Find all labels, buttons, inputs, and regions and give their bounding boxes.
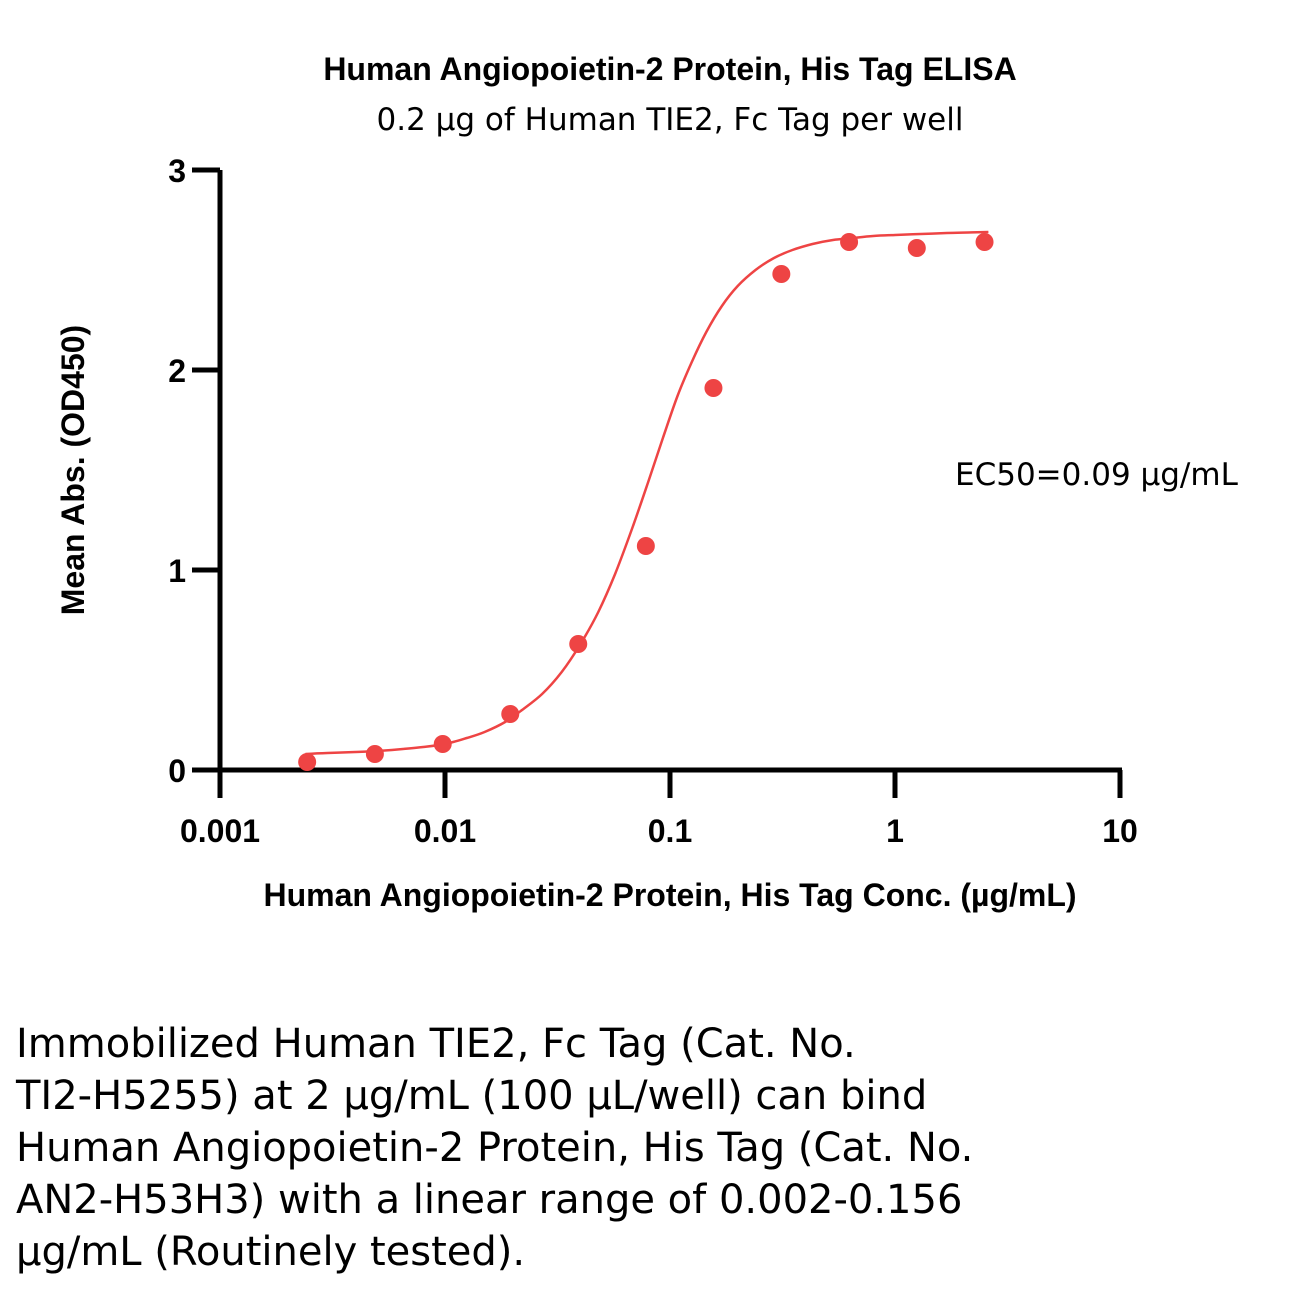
y-axis-label: Mean Abs. (OD450)	[55, 325, 91, 615]
x-tick-label: 0.001	[180, 813, 260, 849]
data-point	[975, 233, 994, 251]
data-points	[298, 233, 994, 771]
x-tick-label: 10	[1102, 813, 1138, 849]
y-tick-label: 2	[168, 353, 186, 389]
figure-caption: Immobilized Human TIE2, Fc Tag (Cat. No.…	[16, 1021, 974, 1275]
y-tick-label: 0	[168, 753, 186, 789]
data-point	[365, 745, 384, 763]
x-tick-label: 0.1	[648, 813, 692, 849]
data-point	[433, 735, 452, 753]
data-point	[501, 705, 520, 723]
y-tick-label: 1	[168, 553, 186, 589]
x-axis-ticks: 0.001 0.01 0.1 1 10	[180, 770, 1138, 849]
ec50-annotation: EC50=0.09 µg/mL	[955, 457, 1239, 493]
data-point	[907, 239, 926, 257]
x-tick-label: 0.01	[414, 813, 476, 849]
x-axis-label: Human Angiopoietin-2 Protein, His Tag Co…	[263, 877, 1076, 913]
y-tick-label: 3	[168, 153, 186, 189]
y-axis-ticks: 0 1 2 3	[168, 153, 220, 789]
chart-subtitle: 0.2 µg of Human TIE2, Fc Tag per well	[377, 102, 964, 138]
data-point	[636, 537, 655, 555]
data-point	[772, 265, 791, 283]
data-point	[840, 233, 859, 251]
chart-title: Human Angiopoietin-2 Protein, His Tag EL…	[323, 51, 1016, 87]
data-point	[569, 635, 588, 653]
fit-curve	[305, 230, 989, 756]
x-tick-label: 1	[886, 813, 904, 849]
data-point	[298, 753, 317, 771]
elisa-chart: Human Angiopoietin-2 Protein, His Tag EL…	[55, 51, 1239, 913]
data-point	[704, 379, 723, 397]
